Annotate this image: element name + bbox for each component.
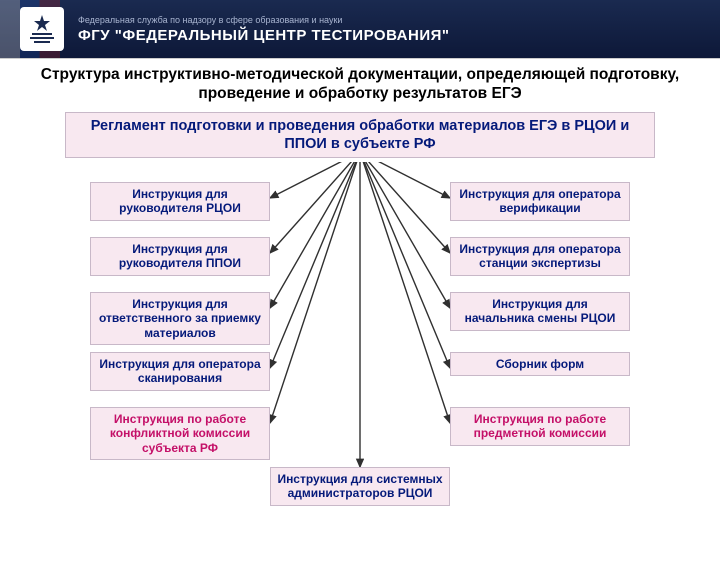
diagram-node: Инструкция для руководителя ППОИ xyxy=(90,237,270,276)
diagram-node: Инструкция для оператора станции эксперт… xyxy=(450,237,630,276)
diagram-node: Инструкция для оператора верификации xyxy=(450,182,630,221)
emblem-icon xyxy=(20,7,64,51)
header-text: Федеральная служба по надзору в сфере об… xyxy=(78,15,450,44)
diagram-node: Инструкция по работе предметной комиссии xyxy=(450,407,630,446)
diagram-node: Инструкция для системных администраторов… xyxy=(270,467,450,506)
diagram-node: Инструкция для начальника смены РЦОИ xyxy=(450,292,630,331)
header-title: ФГУ "ФЕДЕРАЛЬНЫЙ ЦЕНТР ТЕСТИРОВАНИЯ" xyxy=(78,27,450,44)
diagram-node: Инструкция по работе конфликтной комисси… xyxy=(90,407,270,460)
diagram-area: Инструкция для руководителя РЦОИ Инструкц… xyxy=(0,162,720,562)
page-title: Структура инструктивно-методической доку… xyxy=(0,58,720,106)
header-subtitle: Федеральная служба по надзору в сфере об… xyxy=(78,15,450,25)
regulation-box: Регламент подготовки и проведения обрабо… xyxy=(65,112,655,158)
diagram-node: Инструкция для оператора сканирования xyxy=(90,352,270,391)
diagram-node: Инструкция для ответственного за приемку… xyxy=(90,292,270,345)
diagram-node: Сборник форм xyxy=(450,352,630,376)
diagram-node: Инструкция для руководителя РЦОИ xyxy=(90,182,270,221)
header-banner: Федеральная служба по надзору в сфере об… xyxy=(0,0,720,58)
